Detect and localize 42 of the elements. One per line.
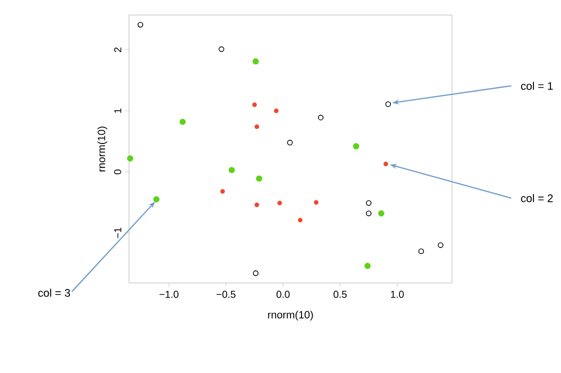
x-tick-label: −0.5	[216, 290, 236, 298]
point	[378, 210, 384, 217]
point	[256, 176, 262, 182]
point	[218, 46, 224, 52]
point	[254, 202, 260, 208]
point	[138, 22, 144, 28]
point	[318, 114, 324, 120]
point	[180, 118, 186, 125]
point	[287, 140, 293, 146]
point	[385, 101, 391, 107]
annotation: col = 3	[38, 288, 70, 297]
x-tick-label: −1.0	[160, 290, 178, 298]
point	[418, 248, 424, 254]
point	[353, 143, 360, 150]
point	[252, 102, 257, 108]
point	[254, 124, 260, 130]
point	[314, 200, 318, 205]
point	[274, 108, 279, 114]
point	[277, 200, 282, 206]
point	[438, 242, 444, 248]
point	[364, 262, 371, 270]
point	[252, 270, 258, 276]
annotation: col = 1	[521, 82, 553, 90]
point	[153, 196, 160, 202]
x-tick-label: 1.0	[391, 290, 404, 298]
annotation: col = 2	[521, 194, 553, 202]
point	[298, 218, 303, 222]
y-tick-label: 1	[114, 108, 122, 113]
x-tick-label: 0.5	[334, 290, 347, 298]
point	[228, 166, 235, 174]
y-tick-label: 2	[114, 48, 122, 52]
y-tick-label: −1	[114, 228, 122, 238]
point	[384, 162, 388, 166]
point	[252, 58, 259, 64]
x-tick-label: 0.0	[276, 290, 290, 298]
point	[366, 210, 372, 216]
x-axis-title: rnorm(10)	[268, 310, 313, 321]
point	[366, 200, 372, 206]
y-axis-title: rnorm(10)	[97, 126, 108, 172]
point	[220, 189, 225, 194]
point	[127, 155, 134, 162]
y-tick-label: 0	[114, 170, 122, 174]
